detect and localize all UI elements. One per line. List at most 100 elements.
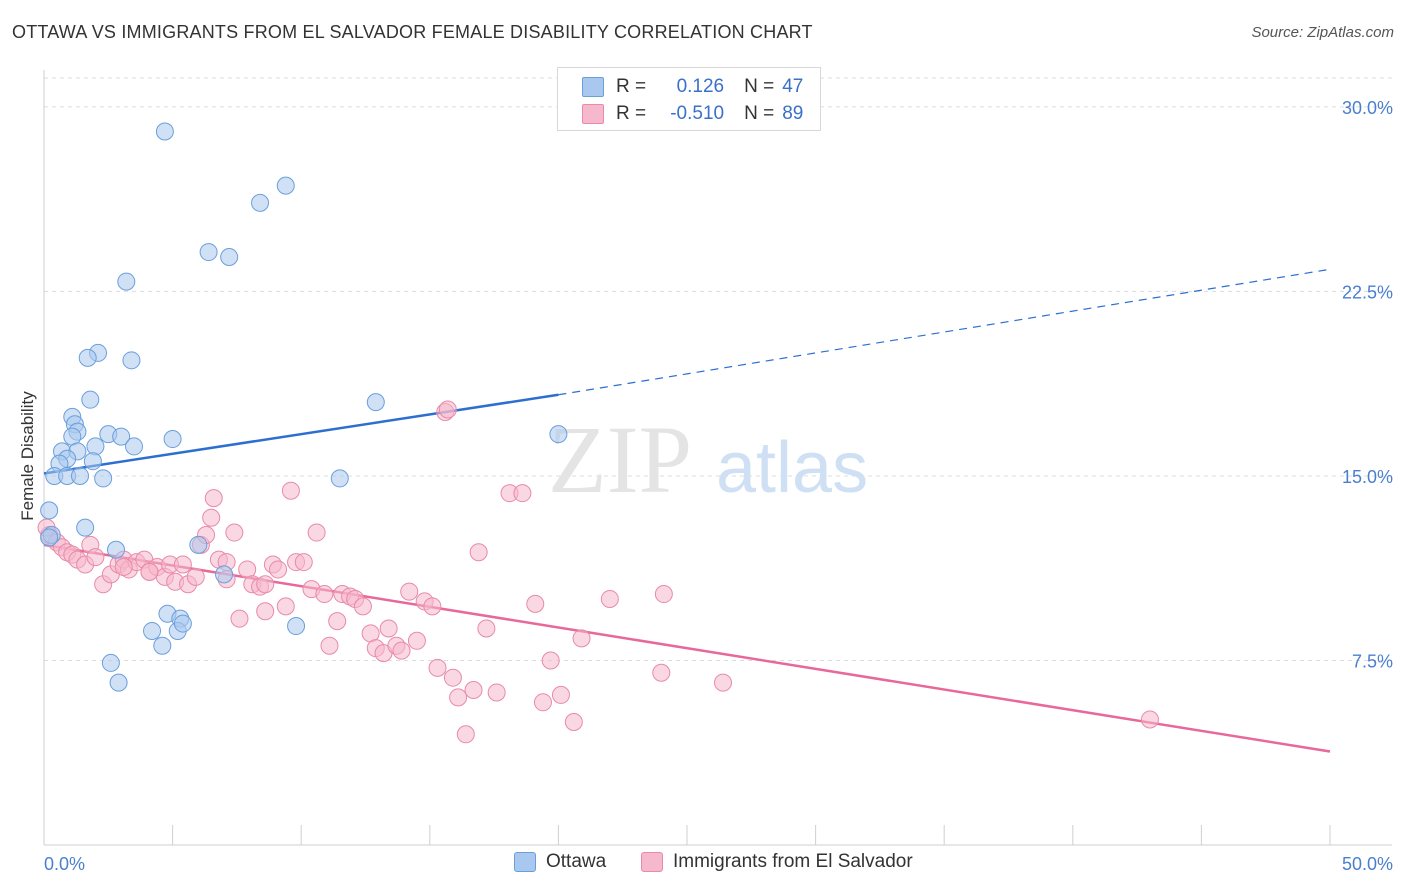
salvador-point [379, 619, 398, 638]
axes [43, 70, 1392, 846]
data-points [37, 122, 1159, 744]
salvador-point [487, 683, 506, 702]
legend-r-label: R = [616, 103, 647, 124]
salvador-point [202, 508, 221, 527]
ottawa-point [94, 469, 113, 488]
ottawa-point [86, 437, 105, 456]
ottawa-point [276, 176, 295, 195]
salvador-point [315, 585, 334, 604]
salvador-point [276, 597, 295, 616]
ottawa-point [173, 614, 192, 633]
salvador-point [456, 725, 475, 744]
salvador-point [714, 673, 733, 692]
legend-r-label: R = [616, 76, 647, 97]
salvador-point [513, 484, 532, 503]
x-tick-label: 50.0% [1342, 854, 1393, 874]
salvador-point [269, 560, 288, 579]
y-tick-label: 22.5% [1342, 282, 1393, 302]
salvador-point [256, 602, 275, 621]
salvador-point [564, 712, 583, 731]
salvador-point [281, 481, 300, 500]
legend-n-value: 47 [782, 76, 804, 97]
legend-row-salvador: R = -0.510 N = 89 [582, 100, 803, 128]
ottawa-point [109, 673, 128, 692]
y-tick-label: 30.0% [1342, 98, 1393, 118]
salvador-point [320, 636, 339, 655]
ottawa-point [330, 469, 349, 488]
salvador-point [256, 575, 275, 594]
salvador-point [541, 651, 560, 670]
salvador-point [173, 555, 192, 574]
salvador-point [392, 641, 411, 660]
salvador-point [533, 693, 552, 712]
salvador-point [654, 585, 673, 604]
legend-n-value: 89 [782, 103, 804, 124]
salvador-swatch-icon [582, 104, 604, 124]
salvador-point [600, 589, 619, 608]
ottawa-point [163, 430, 182, 449]
ottawa-trend-extension [558, 268, 1331, 396]
ottawa-point [125, 437, 144, 456]
tick-labels: 7.5% 15.0% 22.5% 30.0% 0.0% 50.0% [44, 98, 1393, 874]
ottawa-point [101, 653, 120, 672]
ottawa-point [215, 565, 234, 584]
salvador-point [464, 681, 483, 699]
salvador-point [428, 658, 447, 677]
ottawa-point [366, 393, 385, 412]
ottawa-point [251, 193, 270, 212]
salvador-point [328, 612, 347, 631]
legend-row-ottawa: R = 0.126 N = 47 [582, 73, 803, 101]
salvador-point [294, 553, 313, 572]
ottawa-swatch-icon [514, 852, 536, 872]
ottawa-point [220, 247, 239, 266]
ottawa-point [189, 535, 208, 554]
salvador-point [652, 663, 671, 682]
ottawa-point [143, 621, 162, 640]
salvador-point [572, 629, 591, 648]
ottawa-point [76, 518, 95, 537]
ottawa-point [287, 617, 306, 636]
salvador-point [353, 597, 372, 616]
y-axis-label: Female Disability [18, 391, 37, 521]
ottawa-point [78, 348, 97, 367]
ottawa-point [83, 452, 102, 471]
salvador-point [307, 523, 326, 542]
legend-label-ottawa: Ottawa [546, 851, 607, 872]
salvador-point [140, 562, 159, 581]
watermark-atlas: atlas [716, 428, 868, 508]
ottawa-point [40, 528, 59, 547]
ottawa-point [549, 425, 568, 444]
correlation-legend: R = 0.126 N = 47 R = -0.510 N = 89 [557, 67, 821, 131]
source-label: Source: ZipAtlas.com [1251, 24, 1394, 41]
series-legend: Ottawa Immigrants from El Salvador [0, 851, 1406, 879]
salvador-point [469, 543, 488, 562]
watermark-zip: ZIP [548, 406, 692, 513]
salvador-point [477, 619, 496, 638]
ottawa-point [71, 466, 90, 485]
salvador-point [186, 567, 205, 586]
salvador-point [114, 557, 133, 576]
chart-title: OTTAWA VS IMMIGRANTS FROM EL SALVADOR FE… [12, 22, 813, 42]
salvador-point [407, 631, 426, 650]
salvador-point [526, 594, 545, 613]
y-tick-label: 15.0% [1342, 467, 1393, 487]
salvador-point [204, 489, 223, 508]
ottawa-point [40, 501, 59, 520]
ottawa-point [122, 351, 141, 370]
ottawa-point [155, 122, 174, 141]
ottawa-point [112, 427, 131, 446]
legend-n-label: N = [744, 103, 775, 124]
salvador-point [225, 523, 244, 542]
salvador-point [449, 688, 468, 707]
ottawa-point [81, 390, 100, 409]
legend-label-salvador: Immigrants from El Salvador [673, 851, 913, 872]
salvador-point [400, 582, 419, 601]
legend-item-ottawa: Ottawa [514, 851, 606, 873]
salvador-point [443, 668, 462, 687]
ottawa-point [117, 272, 136, 291]
salvador-swatch-icon [641, 852, 663, 872]
salvador-point [230, 609, 249, 628]
ottawa-point [153, 636, 172, 655]
ottawa-point [107, 540, 126, 559]
